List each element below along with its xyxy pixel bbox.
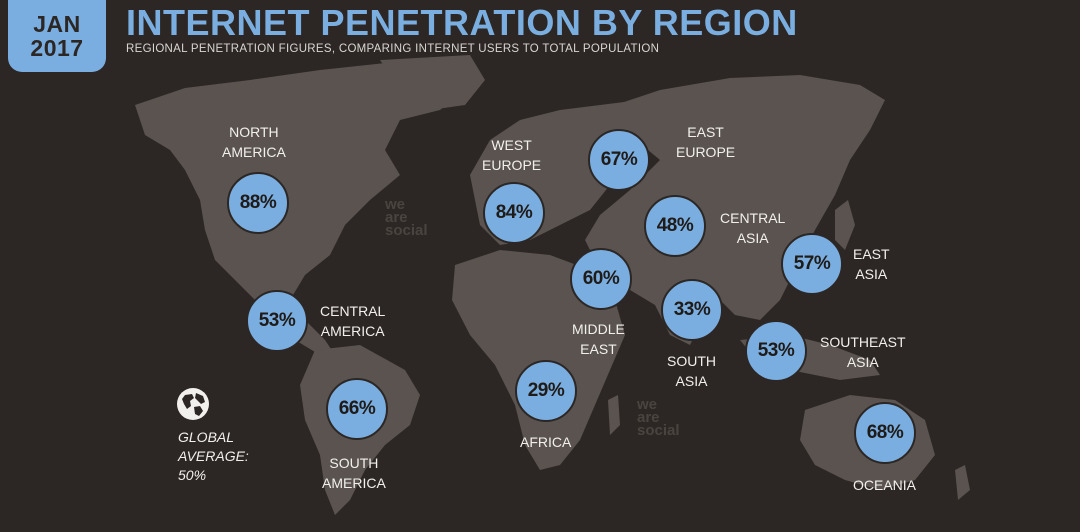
label-line: EAST (580, 341, 617, 357)
watermark-line: are (385, 209, 408, 226)
label-line: ASIA (855, 266, 888, 282)
region-label-north-america: NORTH AMERICA (222, 122, 286, 162)
region-label-africa: AFRICA (520, 432, 571, 452)
island-madagascar (608, 395, 620, 435)
label-line: AMERICA (320, 323, 385, 339)
label-line: ASIA (736, 230, 769, 246)
label-line: ASIA (675, 373, 708, 389)
badge-year: 2017 (30, 35, 84, 61)
label-line: SOUTH (667, 353, 716, 369)
penetration-bubble-east-europe: 67% (588, 129, 650, 191)
penetration-bubble-south-asia: 33% (661, 279, 723, 341)
label-line: AMERICA (222, 144, 286, 160)
label-line: EUROPE (482, 157, 542, 173)
penetration-bubble-africa: 29% (515, 360, 577, 422)
label-line: SOUTH (329, 455, 379, 471)
continent-asia (585, 75, 885, 345)
global-average-label: GLOBAL (178, 429, 235, 445)
penetration-bubble-north-america: 88% (227, 172, 289, 234)
watermark-logo: we are social (385, 196, 428, 239)
global-average: GLOBAL AVERAGE: 50% (178, 428, 249, 485)
watermark-line: are (637, 409, 660, 426)
label-line: AMERICA (322, 475, 386, 491)
label-line: EUROPE (676, 144, 736, 160)
label-line: CENTRAL (320, 303, 386, 319)
island-new-zealand (955, 465, 970, 500)
penetration-bubble-west-europe: 84% (483, 182, 545, 244)
penetration-bubble-middle-east: 60% (570, 248, 632, 310)
global-average-label: AVERAGE: (178, 448, 249, 464)
page-title: INTERNET PENETRATION BY REGION (126, 2, 798, 43)
watermark-logo: we are social (637, 396, 680, 439)
island-japan (835, 200, 855, 250)
watermark-line: social (637, 422, 680, 439)
penetration-bubble-central-asia: 48% (644, 195, 706, 257)
penetration-bubble-east-asia: 57% (781, 233, 843, 295)
region-label-west-europe: WEST EUROPE (482, 135, 541, 175)
label-line: MIDDLE (572, 321, 625, 337)
watermark-line: we (637, 396, 658, 413)
penetration-bubble-south-america: 66% (326, 378, 388, 440)
badge-month: JAN (33, 11, 81, 37)
label-line: ASIA (846, 354, 879, 370)
region-label-central-asia: CENTRAL ASIA (720, 208, 785, 248)
region-label-east-europe: EAST EUROPE (676, 122, 735, 162)
label-line: EAST (853, 246, 890, 262)
label-line: SOUTHEAST (820, 334, 906, 350)
page-subtitle: REGIONAL PENETRATION FIGURES, COMPARING … (126, 43, 660, 55)
region-label-south-america: SOUTH AMERICA (322, 453, 386, 493)
globe-icon (177, 388, 209, 420)
region-label-middle-east: MIDDLE EAST (572, 319, 625, 359)
global-average-value: 50% (178, 467, 207, 483)
region-label-southeast-asia: SOUTHEAST ASIA (820, 332, 906, 372)
watermark-line: we (385, 196, 406, 213)
penetration-bubble-oceania: 68% (854, 402, 916, 464)
label-line: EAST (687, 124, 724, 140)
label-line: NORTH (229, 124, 279, 140)
label-line: CENTRAL (720, 210, 786, 226)
date-badge: JAN 2017 (8, 0, 106, 72)
continent-greenland (380, 55, 485, 110)
continent-north-america (135, 62, 470, 320)
penetration-bubble-central-america: 53% (246, 290, 308, 352)
penetration-bubble-southeast-asia: 53% (745, 320, 807, 382)
label-line: OCEANIA (853, 477, 917, 493)
label-line: WEST (491, 137, 532, 153)
region-label-oceania: OCEANIA (853, 475, 916, 495)
region-label-central-america: CENTRAL AMERICA (320, 301, 385, 341)
region-label-east-asia: EAST ASIA (853, 244, 890, 284)
label-line: AFRICA (520, 434, 572, 450)
region-label-south-asia: SOUTH ASIA (667, 351, 716, 391)
watermark-line: social (385, 222, 428, 239)
